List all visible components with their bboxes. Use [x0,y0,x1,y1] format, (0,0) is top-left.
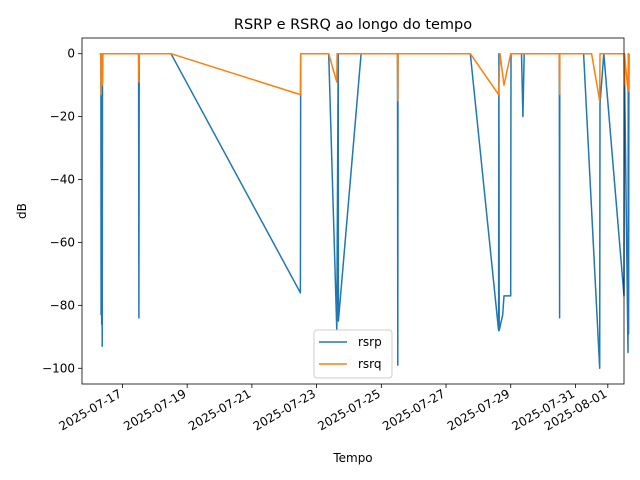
y-tick-label: −40 [50,173,75,187]
y-tick-label: 0 [67,47,75,61]
y-tick-label: −100 [42,361,75,375]
y-tick-label: −80 [50,298,75,312]
legend-label-rsrp: rsrp [358,335,382,349]
y-tick-label: −60 [50,235,75,249]
legend-label-rsrq: rsrq [358,357,382,371]
plot-area [99,52,630,370]
axes-frame [81,37,625,385]
y-tick-label: −20 [50,110,75,124]
series-line-rsrq [99,52,630,102]
legend: rsrp rsrq [313,329,393,379]
y-axis-title: dB [15,203,29,219]
chart-title: RSRP e RSRQ ao longo do tempo [234,17,472,33]
x-axis-title: Tempo [332,451,372,465]
